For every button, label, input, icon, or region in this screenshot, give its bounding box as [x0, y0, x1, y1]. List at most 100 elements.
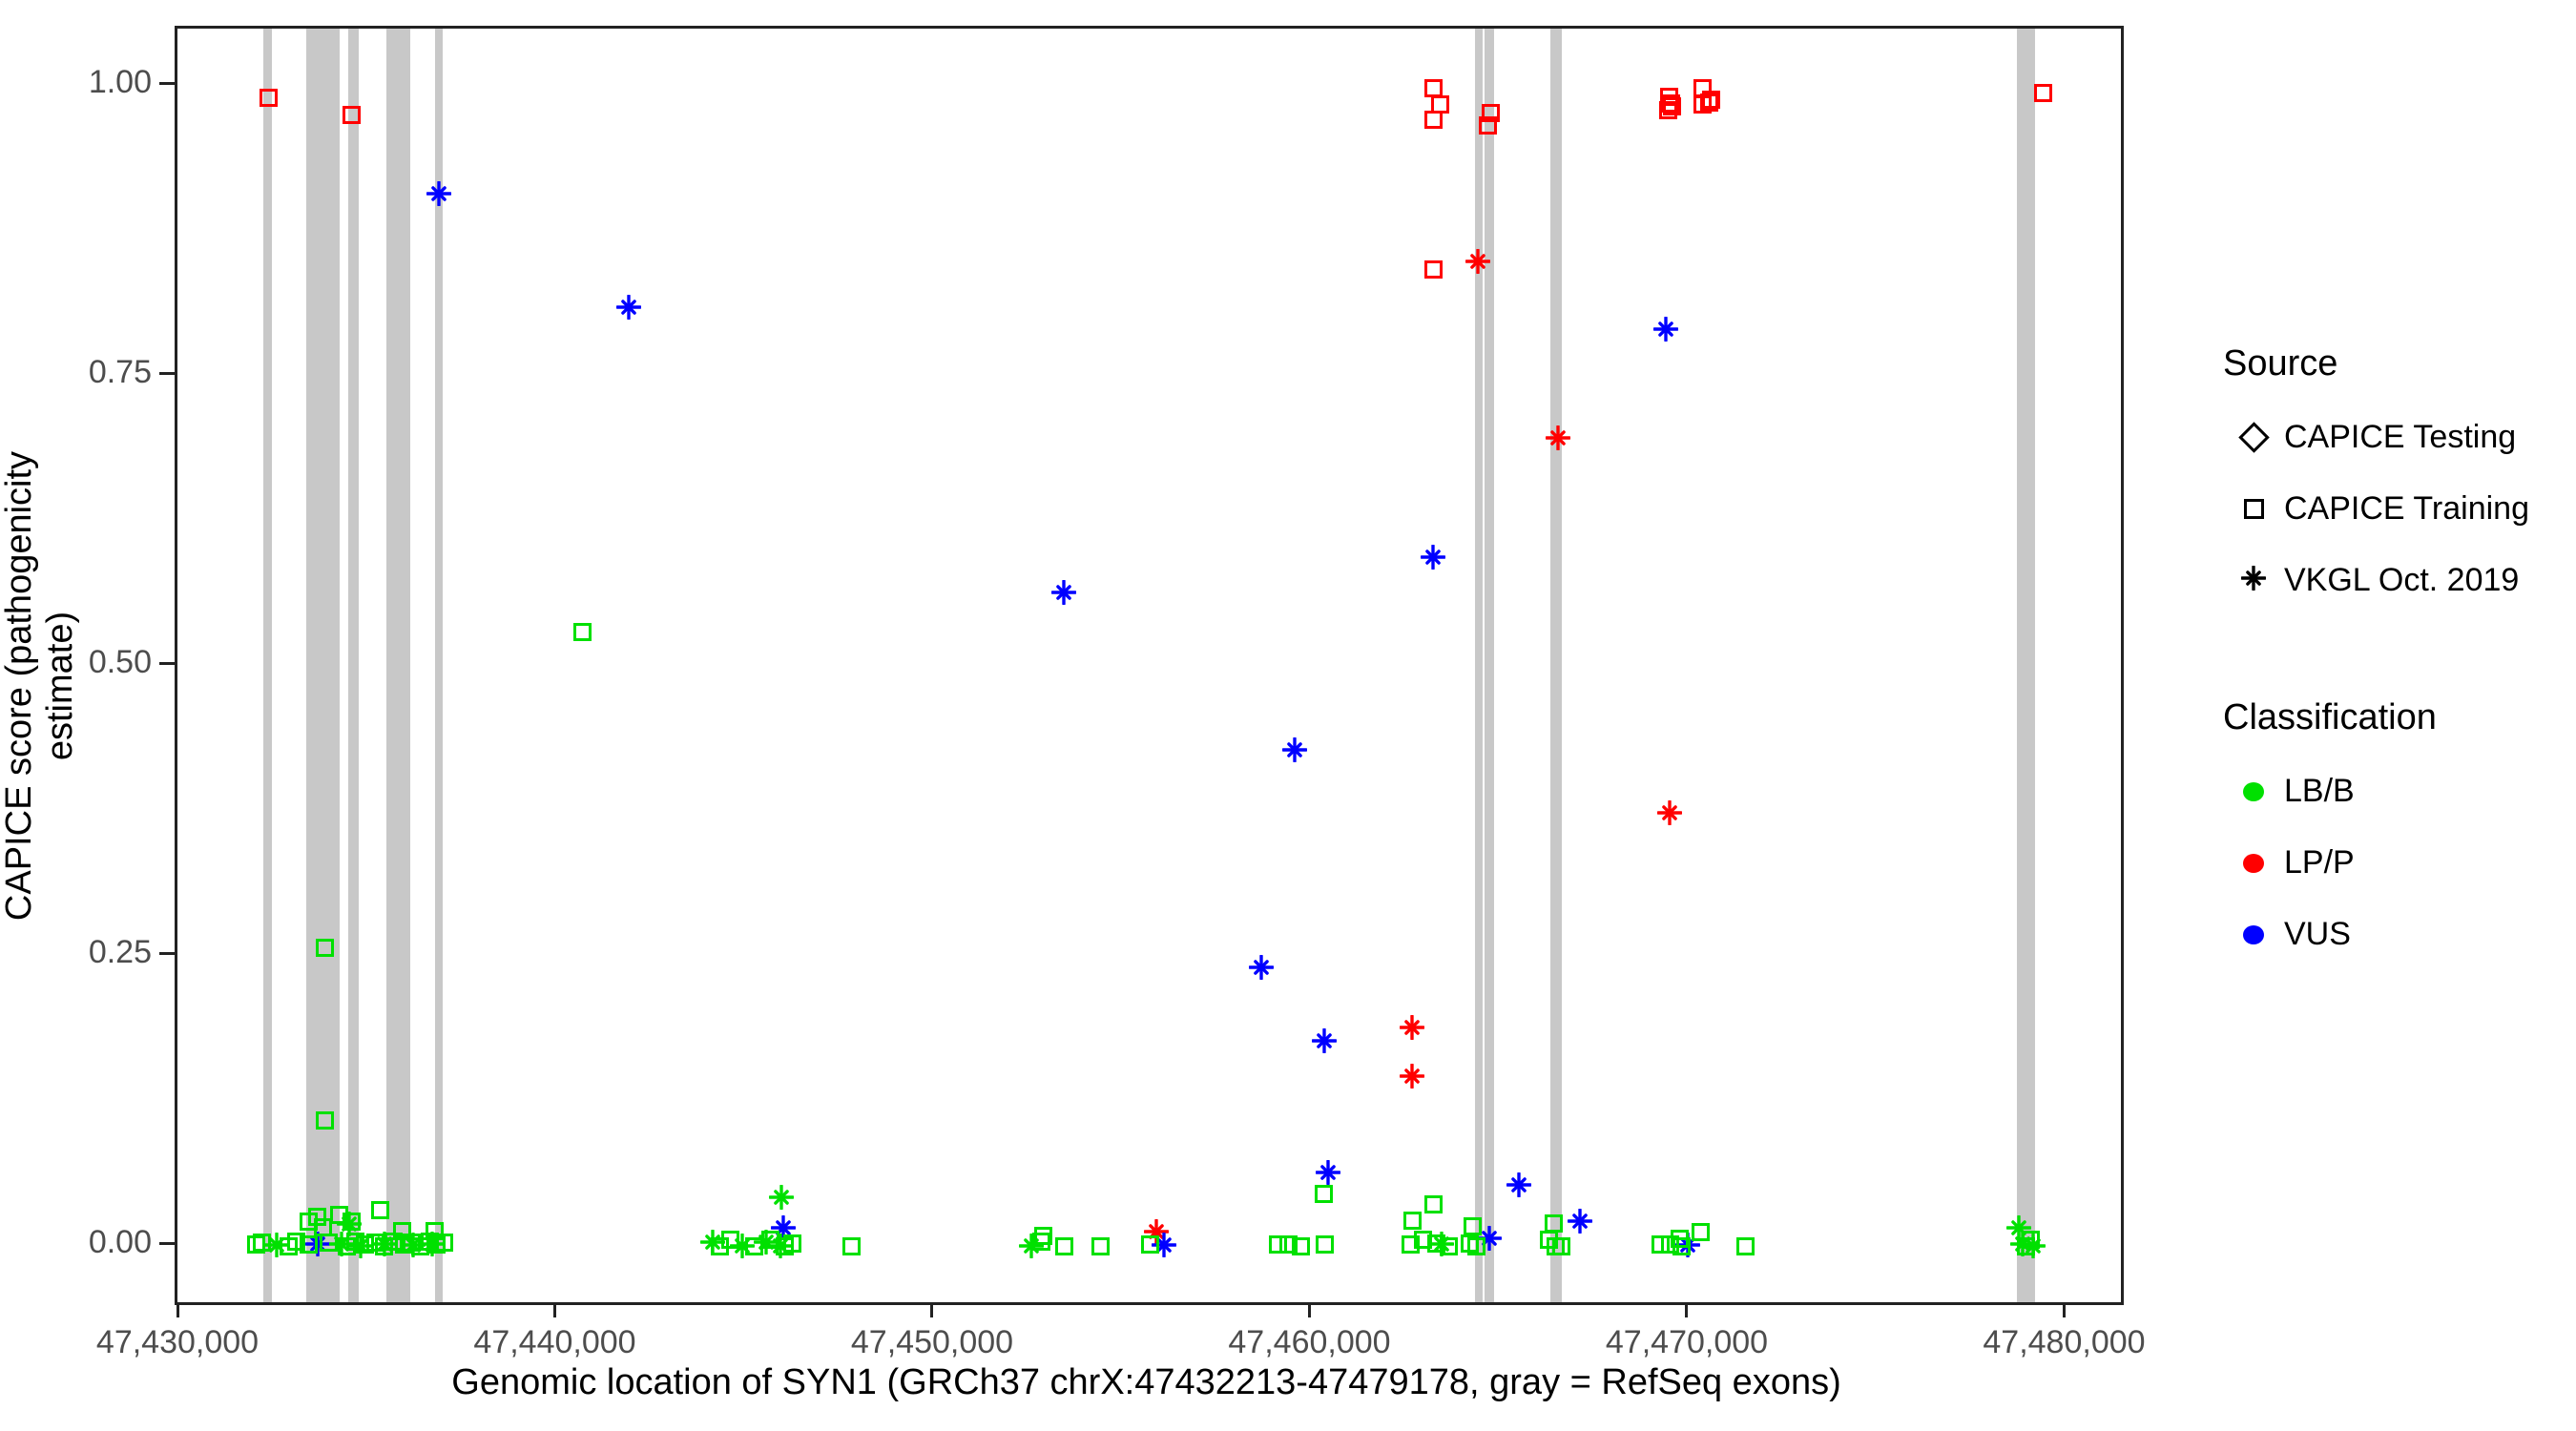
- refseq-exon-bar: [1550, 29, 1562, 1302]
- training-square-point: [1315, 1235, 1334, 1255]
- x-tick-label: 47,430,000: [95, 1324, 260, 1360]
- vkgl-asterisk-point: [1050, 579, 1077, 607]
- y-tick-label: 1.00: [88, 64, 152, 101]
- y-tick-mark: [159, 661, 175, 665]
- training-square-point: [1735, 1236, 1755, 1255]
- legend-classification-group: Classification LB/B LP/P VUS: [2223, 697, 2566, 970]
- vkgl-asterisk-point: [1656, 799, 1683, 827]
- training-square-point: [783, 1234, 802, 1254]
- x-tick-mark: [1685, 1302, 1689, 1317]
- refseq-exon-bar: [306, 29, 340, 1302]
- vkgl-asterisk-point: [768, 1184, 795, 1211]
- vkgl-asterisk-point: [347, 1233, 374, 1259]
- green-dot-icon: [2223, 781, 2284, 801]
- legend-source-group: Source CAPICE Testing CAPICE Training VK…: [2223, 343, 2566, 616]
- vkgl-asterisk-point: [328, 1230, 355, 1257]
- legend-classification-title: Classification: [2223, 697, 2437, 737]
- refseq-exon-bar: [434, 29, 443, 1302]
- y-tick-mark: [159, 371, 175, 375]
- training-square-point: [1423, 259, 1443, 279]
- training-square-point: [253, 1233, 272, 1252]
- training-square-point: [1661, 93, 1680, 113]
- x-tick-label: 47,460,000: [1228, 1324, 1391, 1360]
- vkgl-asterisk-point: [1248, 954, 1275, 981]
- training-square-point: [342, 1212, 361, 1231]
- refseq-exon-bar: [2017, 29, 2036, 1302]
- training-square-point: [841, 1236, 861, 1255]
- vkgl-asterisk-point: [1545, 424, 1571, 451]
- training-square-point: [1314, 1184, 1333, 1203]
- vkgl-asterisk-point: [371, 1230, 398, 1257]
- legend-item-vus: VUS: [2223, 899, 2566, 970]
- training-square-point: [1054, 1236, 1073, 1255]
- x-tick-label: 47,450,000: [850, 1324, 1014, 1360]
- training-square-point: [1401, 1235, 1420, 1255]
- training-square-point: [1699, 93, 1718, 112]
- training-square-point: [1031, 1232, 1050, 1251]
- vkgl-asterisk-point: [1567, 1208, 1593, 1235]
- training-square-point: [1291, 1236, 1310, 1255]
- y-tick-mark: [159, 81, 175, 85]
- training-square-point: [315, 939, 334, 958]
- vkgl-asterisk-point: [1428, 1230, 1455, 1257]
- training-square-point: [1423, 110, 1443, 129]
- square-marker-icon: [2223, 499, 2284, 519]
- training-square-point: [2016, 1236, 2035, 1255]
- vkgl-asterisk-point: [1506, 1171, 1532, 1198]
- training-square-point: [1279, 1235, 1298, 1255]
- vkgl-asterisk-point: [1652, 316, 1679, 343]
- training-square-point: [1547, 1236, 1566, 1255]
- training-square-point: [342, 105, 361, 124]
- vkgl-asterisk-point: [1311, 1027, 1338, 1054]
- refseq-exon-bar: [1485, 29, 1495, 1302]
- legend-item-lbb: LB/B: [2223, 756, 2566, 827]
- training-square-point: [1482, 103, 1501, 122]
- training-square-point: [299, 1235, 318, 1255]
- training-square-point: [572, 623, 592, 642]
- x-tick-mark: [176, 1302, 179, 1317]
- vkgl-asterisk-point: [615, 294, 642, 321]
- x-tick-mark: [930, 1302, 934, 1317]
- vkgl-asterisk-point: [426, 180, 452, 207]
- training-square-point: [1402, 1211, 1422, 1230]
- training-square-point: [2021, 1231, 2040, 1250]
- blue-dot-icon: [2223, 924, 2284, 944]
- training-square-point: [1671, 1230, 1690, 1249]
- x-tick-mark: [2062, 1302, 2066, 1317]
- diamond-marker-icon: [2223, 422, 2284, 453]
- vkgl-asterisk-point: [419, 1230, 446, 1257]
- training-square-point: [1091, 1236, 1110, 1255]
- vkgl-asterisk-point: [1281, 736, 1308, 763]
- legend-item-lpp: LP/P: [2223, 827, 2566, 899]
- training-square-point: [1478, 115, 1497, 135]
- vkgl-asterisk-point: [1315, 1159, 1341, 1187]
- vkgl-asterisk-point: [1465, 247, 1491, 275]
- plot-area: [175, 26, 2124, 1305]
- training-square-point: [1140, 1235, 1159, 1255]
- legend-item-vkgl: VKGL Oct. 2019: [2223, 545, 2566, 616]
- y-tick-label: 0.25: [88, 934, 152, 971]
- training-square-point: [1423, 1194, 1443, 1213]
- training-square-point: [316, 1111, 335, 1130]
- y-tick-mark: [159, 951, 175, 955]
- refseq-exon-bar: [1474, 29, 1484, 1302]
- legend-item-capice-training: CAPICE Training: [2223, 473, 2566, 545]
- y-tick-label: 0.75: [88, 354, 152, 391]
- vkgl-asterisk-point: [336, 1211, 363, 1237]
- legend-source-title: Source: [2223, 343, 2338, 384]
- training-square-point: [1033, 1226, 1052, 1245]
- x-tick-label: 47,440,000: [473, 1324, 636, 1360]
- asterisk-marker-icon: [2223, 565, 2284, 595]
- training-square-point: [308, 1208, 327, 1227]
- training-square-point: [711, 1236, 730, 1255]
- refseq-exon-bar: [348, 29, 360, 1302]
- refseq-exon-bar: [263, 29, 273, 1302]
- training-square-point: [1268, 1235, 1287, 1255]
- training-square-point: [287, 1232, 306, 1251]
- training-square-point: [370, 1200, 389, 1219]
- red-dot-icon: [2223, 853, 2284, 873]
- y-tick-label: 0.50: [88, 644, 152, 681]
- training-square-point: [1661, 1235, 1680, 1255]
- training-square-point: [2033, 83, 2052, 102]
